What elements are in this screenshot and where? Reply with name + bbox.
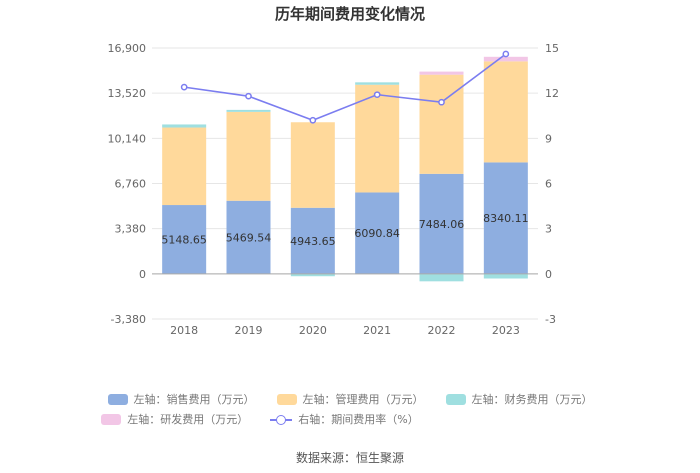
bar-admin [226, 111, 271, 201]
bar-admin [162, 127, 207, 206]
right-axis-tick-label: 12 [545, 87, 559, 100]
bar-finance [162, 124, 207, 128]
bar-admin [290, 122, 335, 208]
bar-finance [226, 109, 271, 112]
bar-series [162, 56, 528, 282]
bar-admin [483, 61, 528, 163]
right-axis-tick-label: -3 [545, 313, 556, 326]
rate-point [180, 83, 188, 91]
x-axis-category-label: 2020 [299, 324, 327, 337]
rate-point [245, 92, 252, 100]
legend-label-rate: 右轴：期间费用率（%） [298, 413, 419, 426]
bar-sales [419, 173, 464, 274]
left-axis-tick-label: 3,380 [115, 223, 147, 236]
rate-line [184, 53, 507, 122]
legend-swatch-sales [107, 393, 128, 405]
left-axis-tick-label: 6,760 [115, 178, 147, 191]
legend-swatch-finance [445, 393, 466, 405]
left-axis-tick-label: 10,140 [108, 132, 147, 145]
left-axis-tick-label: 0 [139, 268, 146, 281]
legend-label-finance: 左轴：财务费用（万元） [471, 393, 593, 406]
right-axis-tick-label: 3 [545, 223, 552, 236]
bar-admin [419, 74, 464, 174]
right-axis-tick-label: 0 [545, 268, 552, 281]
bar-data-label: 6090.84 [354, 227, 400, 240]
legend-item-rd[interactable]: 左轴：研发费用（万元） [101, 411, 248, 427]
bar-sales [355, 192, 400, 274]
bar-sales [162, 205, 207, 274]
left-axis-tick-label: 16,900 [108, 42, 147, 55]
rate-point [309, 116, 317, 124]
bar-rd [419, 71, 464, 75]
bar-data-label: 5148.65 [161, 233, 207, 246]
right-axis-tick-label: 6 [545, 178, 552, 191]
legend-item-rate[interactable]: 右轴：期间费用率（%） [270, 411, 419, 427]
legend-label-sales: 左轴：销售费用（万元） [133, 393, 255, 406]
bar-rd [483, 56, 528, 62]
bar-finance [355, 82, 400, 85]
left-axis-tick-label: 13,520 [108, 87, 147, 100]
bar-finance [419, 273, 464, 282]
x-axis-category-label: 2021 [363, 324, 391, 337]
legend-swatch-rate-icon [270, 414, 293, 425]
right-axis-tick-label: 15 [545, 42, 559, 55]
bar-data-label: 8340.11 [483, 212, 529, 225]
rate-line-series [180, 50, 510, 124]
bar-sales [483, 162, 528, 274]
data-source: 数据来源：恒生聚源 [295, 451, 404, 465]
legend-row-1: 左轴：销售费用（万元） 左轴：管理费用（万元） 左轴：财务费用（万元） [0, 391, 700, 407]
bar-sales [226, 200, 271, 274]
rate-point [438, 98, 445, 106]
bar-data-label: 7484.06 [419, 218, 465, 231]
rate-point [373, 91, 381, 99]
data-labels: 5148.65 5469.54 4943.65 6090.84 7484.06 8340.… [161, 212, 528, 248]
bar-data-label: 4943.65 [290, 235, 336, 248]
legend-label-admin: 左轴：管理费用（万元） [302, 393, 424, 406]
legend-item-sales[interactable]: 左轴：销售费用（万元） [107, 391, 255, 407]
legend-swatch-rd [101, 413, 122, 425]
x-axis-category-label: 2023 [492, 324, 520, 337]
rate-point [502, 50, 510, 58]
grid-lines [152, 47, 538, 320]
legend-label-rd: 左轴：研发费用（万元） [127, 413, 249, 426]
legend-swatch-admin [276, 393, 297, 405]
legend-row-2: 左轴：研发费用（万元） 右轴：期间费用率（%） [0, 411, 610, 427]
left-axis-tick-label: -3,380 [111, 313, 146, 326]
bar-finance [483, 273, 528, 279]
axes: -3,380 0 3,380 6,760 10,140 13,520 16,900 -3 0 3 6… [108, 42, 560, 337]
x-axis-category-label: 2022 [428, 324, 456, 337]
right-axis-tick-label: 9 [545, 132, 552, 145]
chart-title: 历年期间费用变化情况 [274, 5, 425, 23]
x-axis-category-label: 2019 [235, 324, 263, 337]
legend-item-finance[interactable]: 左轴：财务费用（万元） [445, 391, 593, 407]
bar-admin [355, 84, 400, 193]
x-axis-category-label: 2018 [170, 324, 198, 337]
bar-finance [290, 273, 335, 277]
bar-sales [290, 207, 335, 274]
legend-item-admin[interactable]: 左轴：管理费用（万元） [276, 391, 424, 407]
bar-data-label: 5469.54 [226, 231, 272, 244]
